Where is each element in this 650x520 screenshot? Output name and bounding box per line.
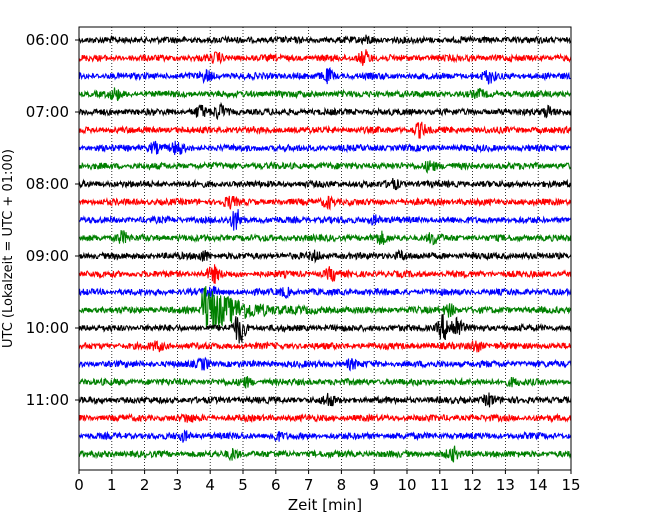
trace-row-1115 <box>78 412 572 424</box>
y-tick-label: 08:00 <box>26 175 69 193</box>
trace-row-0915 <box>78 264 572 284</box>
plot-frame <box>78 26 572 471</box>
trace-row-0830 <box>78 209 572 231</box>
x-tick-label: 6 <box>271 476 281 494</box>
trace-rows <box>78 34 572 463</box>
x-tick-label: 10 <box>397 476 416 494</box>
x-tick-label: 1 <box>107 476 117 494</box>
y-tick-label: 11:00 <box>26 391 69 409</box>
trace-row-0945 <box>78 286 572 330</box>
x-tick-label: 5 <box>238 476 248 494</box>
trace-row-1130 <box>78 429 572 443</box>
trace-row-0730 <box>78 140 572 156</box>
y-axis-label: UTC (Lokalzeit = UTC + 01:00) <box>1 149 16 348</box>
x-tick-label: 9 <box>369 476 379 494</box>
trace-row-0930 <box>78 285 572 299</box>
x-tick-label: 14 <box>529 476 548 494</box>
trace-row-0600 <box>78 34 572 46</box>
trace-row-1145 <box>78 445 572 463</box>
y-tick-label: 09:00 <box>26 247 69 265</box>
trace-row-1000 <box>78 314 572 344</box>
x-tick-label: 7 <box>304 476 314 494</box>
trace-row-0715 <box>78 121 572 139</box>
x-axis-ticks: 0 1 2 3 4 5 6 7 8 9 10 11 12 13 14 15 <box>74 470 581 494</box>
x-tick-label: 3 <box>173 476 183 494</box>
x-tick-label: 12 <box>463 476 482 494</box>
x-tick-label: 4 <box>205 476 215 494</box>
trace-row-1100 <box>78 392 572 408</box>
trace-row-0800 <box>78 178 572 191</box>
trace-row-0630 <box>78 67 572 85</box>
trace-row-1030 <box>78 356 572 372</box>
trace-row-0815 <box>78 195 572 211</box>
y-axis-ticks: 06:00 07:00 08:00 09:00 10:00 11:00 <box>26 31 79 409</box>
x-tick-label: 8 <box>337 476 347 494</box>
trace-row-0745 <box>78 160 572 174</box>
x-tick-label: 13 <box>496 476 515 494</box>
x-tick-label: 0 <box>74 476 84 494</box>
trace-row-1045 <box>78 376 572 389</box>
trace-row-0700 <box>78 101 572 121</box>
trace-row-0615 <box>78 49 572 66</box>
trace-row-0645 <box>78 87 572 102</box>
y-tick-label: 10:00 <box>26 319 69 337</box>
trace-row-0845 <box>78 230 572 246</box>
trace-row-0900 <box>78 249 572 264</box>
vertical-gridlines <box>111 27 539 470</box>
y-tick-label: 06:00 <box>26 31 69 49</box>
x-tick-label: 2 <box>140 476 150 494</box>
x-axis-label: Zeit [min] <box>288 496 362 514</box>
y-tick-label: 07:00 <box>26 103 69 121</box>
x-tick-label: 11 <box>430 476 449 494</box>
x-tick-label: 15 <box>561 476 580 494</box>
trace-row-1015 <box>78 339 572 353</box>
